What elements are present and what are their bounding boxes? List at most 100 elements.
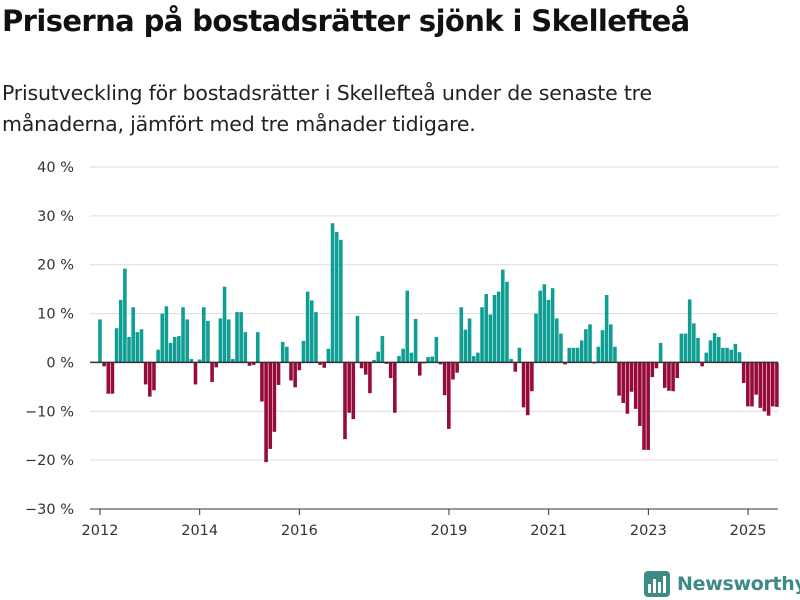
x-tick-label: 2023: [630, 523, 667, 539]
bar: [741, 362, 746, 383]
bar: [530, 362, 534, 392]
bar: [451, 362, 455, 380]
bar: [401, 348, 405, 363]
bar: [143, 362, 148, 385]
bar: [334, 231, 339, 363]
bar: [413, 318, 418, 363]
bar: [654, 362, 659, 369]
bar: [285, 346, 289, 363]
bar: [260, 362, 264, 402]
bar: [351, 362, 356, 420]
bar: [692, 323, 696, 363]
y-tick-label: 10 %: [37, 307, 74, 323]
bar: [343, 362, 347, 440]
bar: [368, 362, 372, 394]
bar: [625, 362, 630, 414]
bar: [243, 332, 248, 363]
bar: [521, 362, 526, 408]
bar: [393, 362, 397, 413]
bar: [496, 291, 501, 363]
bar: [210, 362, 214, 382]
bar: [476, 352, 480, 363]
chart-subtitle: Prisutveckling för bostadsrätter i Skell…: [2, 81, 652, 136]
bar: [517, 347, 522, 363]
bar: [534, 313, 538, 363]
bar: [160, 313, 165, 363]
bar: [484, 294, 488, 363]
bar: [538, 290, 542, 363]
bar: [409, 352, 414, 363]
bar: [646, 362, 650, 450]
bar: [750, 362, 754, 407]
bar: [193, 362, 198, 385]
bar: [679, 333, 684, 363]
bar: [98, 319, 102, 363]
y-tick-label: −30 %: [25, 502, 74, 518]
bar: [650, 362, 655, 378]
bar: [214, 362, 219, 368]
bar: [293, 362, 297, 388]
bar: [575, 347, 580, 363]
bar: [754, 362, 758, 395]
bar: [152, 362, 156, 391]
bar: [202, 307, 206, 363]
bar: [251, 362, 256, 365]
bar: [197, 359, 202, 363]
bar: [272, 362, 277, 432]
bar: [131, 307, 135, 363]
bar: [301, 340, 306, 363]
x-tick-label: 2014: [181, 523, 218, 539]
bar: [700, 362, 704, 367]
bar: [596, 346, 601, 363]
bar: [447, 362, 451, 429]
latest-value-label: −9 %: [775, 150, 800, 154]
bar: [712, 333, 717, 363]
bar: [276, 362, 281, 385]
bar: [442, 362, 447, 396]
bar: [704, 352, 709, 363]
bar: [330, 223, 335, 363]
bar: [139, 329, 144, 363]
bar: [426, 357, 430, 363]
y-tick-label: −10 %: [25, 404, 74, 420]
x-tick-label: 2021: [530, 523, 567, 539]
bar: [509, 359, 513, 363]
chart-title: Priserna på bostadsrätter sjönk i Skelle…: [2, 4, 690, 38]
bar: [405, 290, 410, 363]
bar: [525, 362, 530, 416]
bar: [222, 286, 227, 363]
bar: [584, 329, 588, 363]
bar: [305, 291, 310, 363]
bar: [156, 349, 160, 363]
bar: [642, 362, 646, 450]
bar: [766, 362, 771, 416]
bar: [123, 268, 127, 363]
bar: [696, 338, 700, 363]
bar: [770, 362, 775, 407]
bar: [471, 356, 476, 363]
bar: [505, 281, 509, 363]
bar: [629, 362, 634, 392]
bar: [555, 318, 559, 363]
bar: [314, 312, 318, 363]
bar: [729, 349, 733, 363]
bar: [189, 359, 194, 363]
bar: [322, 362, 327, 368]
bar: [571, 347, 576, 363]
bar: [397, 356, 401, 363]
bar: [550, 288, 555, 363]
bar: [114, 328, 119, 363]
bar: [733, 343, 738, 363]
bar: [683, 333, 688, 363]
bar: [148, 362, 152, 397]
bar: [168, 342, 173, 363]
bar: [164, 306, 169, 363]
bar: [264, 362, 268, 463]
bar: [687, 299, 692, 363]
bar: [297, 362, 302, 371]
bar: [613, 346, 617, 363]
bar: [185, 319, 189, 363]
bar: [110, 362, 115, 394]
bar: [662, 362, 667, 388]
bar: [671, 362, 675, 392]
